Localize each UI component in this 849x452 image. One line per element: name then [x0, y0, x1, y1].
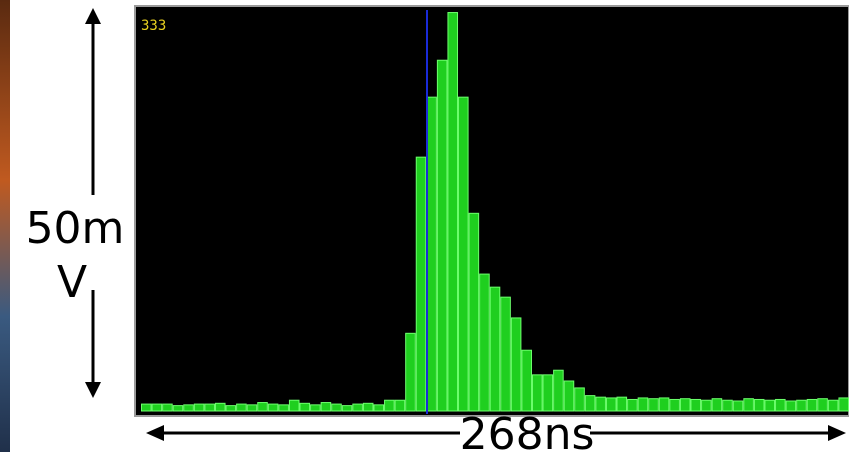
- bar: [818, 399, 828, 411]
- bar: [744, 399, 754, 411]
- page: 333 50m V 268ns (() => { const data = JS…: [0, 0, 849, 452]
- bar: [215, 403, 225, 411]
- bar: [184, 405, 194, 411]
- bar: [448, 13, 458, 411]
- bar: [786, 401, 796, 411]
- bar: [797, 400, 807, 411]
- bar: [459, 97, 469, 411]
- bar: [279, 405, 289, 411]
- bar: [532, 375, 542, 411]
- bar: [776, 399, 786, 411]
- arrow-head: [146, 425, 164, 441]
- arrow-head: [85, 8, 101, 24]
- bar: [374, 405, 384, 411]
- chart: 333 50m V 268ns: [0, 0, 849, 452]
- bar: [712, 399, 722, 411]
- bar: [300, 403, 310, 411]
- bar: [469, 213, 479, 411]
- bar: [680, 399, 690, 411]
- bar: [754, 399, 764, 411]
- bar: [807, 399, 817, 411]
- bar: [501, 297, 511, 411]
- bar: [226, 406, 236, 411]
- bar: [638, 398, 648, 411]
- photo-strip: [0, 0, 10, 452]
- bar: [427, 97, 437, 411]
- bar: [247, 405, 257, 411]
- bar: [543, 375, 553, 411]
- y-label: V: [57, 257, 87, 308]
- bar: [194, 404, 204, 411]
- bar: [691, 399, 701, 411]
- bar: [828, 400, 838, 411]
- bar: [765, 400, 775, 411]
- y-label: 50m: [26, 203, 125, 254]
- bar: [437, 60, 447, 411]
- bar: [628, 399, 638, 411]
- bar: [575, 388, 585, 411]
- bar: [723, 400, 733, 411]
- bar: [480, 274, 490, 411]
- bar: [554, 370, 564, 411]
- bar: [564, 381, 574, 411]
- bar: [733, 401, 743, 411]
- bar: [173, 406, 183, 411]
- bar: [606, 398, 616, 411]
- bar: [702, 400, 712, 411]
- bar: [839, 398, 849, 411]
- bar: [617, 397, 627, 411]
- bar: [237, 404, 247, 411]
- bar: [649, 399, 659, 411]
- x-label: 268ns: [460, 409, 595, 452]
- bar: [342, 406, 352, 411]
- bar: [332, 404, 342, 411]
- bar: [268, 404, 278, 411]
- arrow-head: [828, 425, 846, 441]
- bar: [321, 403, 331, 411]
- bar: [522, 350, 532, 411]
- counter: 333: [141, 18, 166, 34]
- bar: [163, 404, 173, 411]
- bar: [511, 318, 521, 411]
- bar: [596, 397, 606, 411]
- bar: [363, 403, 373, 411]
- bar: [152, 404, 162, 411]
- bar: [416, 157, 426, 411]
- bar: [289, 400, 299, 411]
- bar: [490, 287, 500, 411]
- bar: [395, 400, 405, 411]
- bar: [353, 404, 363, 411]
- bar: [205, 404, 215, 411]
- bar: [406, 333, 416, 411]
- bar: [670, 399, 680, 411]
- bar: [659, 398, 669, 411]
- arrow-head: [85, 382, 101, 398]
- bar: [142, 404, 152, 411]
- bar: [258, 403, 268, 411]
- bar: [311, 405, 321, 411]
- bar: [385, 400, 395, 411]
